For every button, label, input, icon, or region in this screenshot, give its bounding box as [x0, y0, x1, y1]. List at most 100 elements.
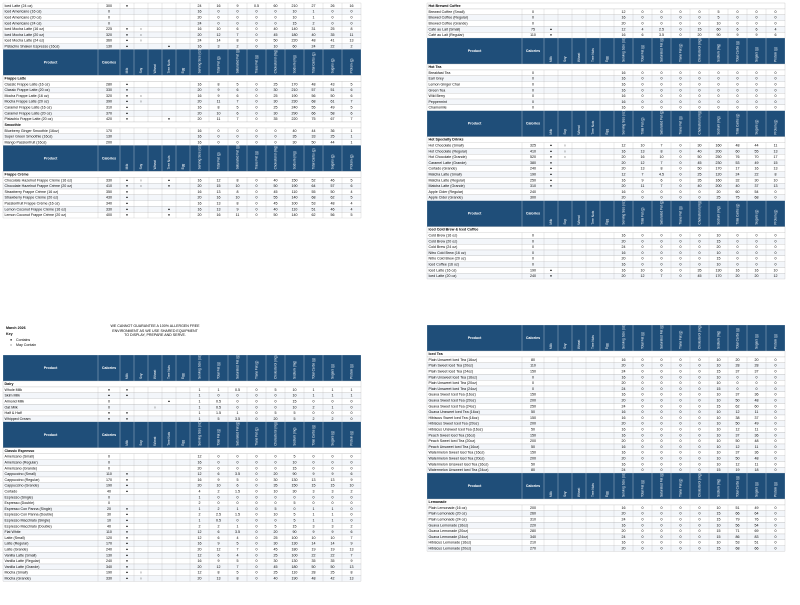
table-cell: 0 [256, 513, 258, 517]
table-cell: 0 [737, 239, 739, 243]
table-row [426, 32, 786, 39]
table-cell: 5 [351, 82, 353, 86]
table-cell: 0 [237, 394, 239, 398]
table-cell: 330 [106, 178, 112, 182]
table-cell: 0 [256, 140, 258, 144]
table-cell: ○ [140, 571, 142, 575]
table-cell: 0 [642, 398, 644, 402]
table-cell: 0 [642, 358, 644, 362]
table-cell: ● [126, 530, 128, 534]
column-header: Product [468, 122, 482, 126]
table-cell: 5 [351, 178, 353, 182]
table-cell: 14 [312, 542, 316, 546]
table-cell: ● [126, 196, 128, 200]
product-name: Iced Americano (20 oz) [5, 15, 42, 19]
table-cell: 0 [237, 518, 239, 522]
table-cell: 0 [680, 27, 682, 31]
table-cell: 340 [530, 535, 536, 539]
column-header: Tree Nuts [591, 335, 595, 349]
table-cell: 50 [736, 439, 740, 443]
table-cell: 20 [622, 167, 626, 171]
table-cell: 0 [661, 523, 663, 527]
table-cell: 2 [218, 489, 220, 493]
table-cell: 20 [622, 161, 626, 165]
table-cell: ● [126, 111, 128, 115]
table-cell: 0 [699, 535, 701, 539]
product-name: Iced Americano (24 oz) [5, 21, 42, 25]
table-cell: 0 [775, 71, 777, 75]
table-cell: 13 [774, 149, 778, 153]
table-cell: 10 [331, 536, 335, 540]
product-name: Latte (Regular) [5, 542, 29, 546]
table-cell: 0 [661, 239, 663, 243]
table-cell: 8 [661, 167, 663, 171]
table-cell: 1.5 [235, 489, 240, 493]
table-cell: 70 [755, 155, 759, 159]
table-cell: 50 [331, 565, 335, 569]
table-cell: 0 [108, 455, 110, 459]
table-cell: 0 [275, 405, 277, 409]
table-cell: 0 [680, 21, 682, 25]
table-cell: 9 [351, 559, 353, 563]
table-cell: 0 [256, 571, 258, 575]
table-cell: 9 [351, 542, 353, 546]
table-cell: 19 [312, 547, 316, 551]
column-header: Wheat [153, 436, 157, 445]
product-name: Iced Mocha Latte (20 oz) [5, 33, 45, 37]
column-header: Protein (g) [773, 334, 777, 349]
table-cell: 4 [237, 553, 239, 557]
table-cell: 68 [312, 100, 316, 104]
table-cell: 0 [699, 422, 701, 426]
table-cell: 12 [622, 172, 626, 176]
table-cell: 49 [755, 161, 759, 165]
table-cell: 1.5 [235, 513, 240, 517]
table-cell: ○ [140, 39, 142, 43]
table-cell: 35 [331, 559, 335, 563]
product-name: Cold Brew (16 oz) [429, 233, 458, 237]
table-cell: 0 [642, 71, 644, 75]
column-header: Sugars (g) [754, 334, 758, 349]
table-cell: 110 [292, 190, 298, 194]
table-cell: ● [168, 207, 170, 211]
section-row [2, 171, 362, 178]
table-row [2, 81, 362, 88]
column-header: Wheat [577, 125, 581, 134]
table-row [426, 368, 786, 375]
table-cell: 6 [756, 27, 758, 31]
table-cell: 230 [292, 100, 298, 104]
table-cell: 15 [293, 399, 297, 403]
table-cell: 140 [292, 196, 298, 200]
table-cell: ● [126, 472, 128, 476]
table-cell: 16 [198, 129, 202, 133]
table-cell: 0 [256, 394, 258, 398]
table-cell: 13 [217, 576, 221, 580]
table-cell: 0 [108, 466, 110, 470]
table-row [2, 20, 362, 27]
table-cell: 0 [680, 422, 682, 426]
table-cell: 0 [680, 410, 682, 414]
table-cell: 10 [717, 233, 721, 237]
product-name: Wild Berry [429, 94, 446, 98]
table-cell: 0 [642, 529, 644, 533]
table-cell: 0 [756, 381, 758, 385]
table-cell: 310 [530, 517, 536, 521]
table-cell: 0 [275, 129, 277, 133]
table-row [2, 31, 362, 38]
table-cell: 0 [256, 524, 258, 528]
table-cell: 0 [642, 468, 644, 472]
table-cell: 0 [642, 21, 644, 25]
table-cell: 0 [237, 135, 239, 139]
table-cell: 45 [274, 190, 278, 194]
table-cell: 0 [699, 364, 701, 368]
table-cell: 0 [642, 439, 644, 443]
table-cell: 210 [292, 4, 298, 8]
table-row [426, 403, 786, 410]
table-cell: 0 [218, 10, 220, 14]
table-cell: 20 [622, 364, 626, 368]
table-cell: 9 [237, 207, 239, 211]
table-cell: 53 [312, 201, 316, 205]
table-cell: 51 [736, 506, 740, 510]
table-cell: 10 [717, 433, 721, 437]
header-row [426, 472, 786, 500]
table-cell: 48 [312, 82, 316, 86]
